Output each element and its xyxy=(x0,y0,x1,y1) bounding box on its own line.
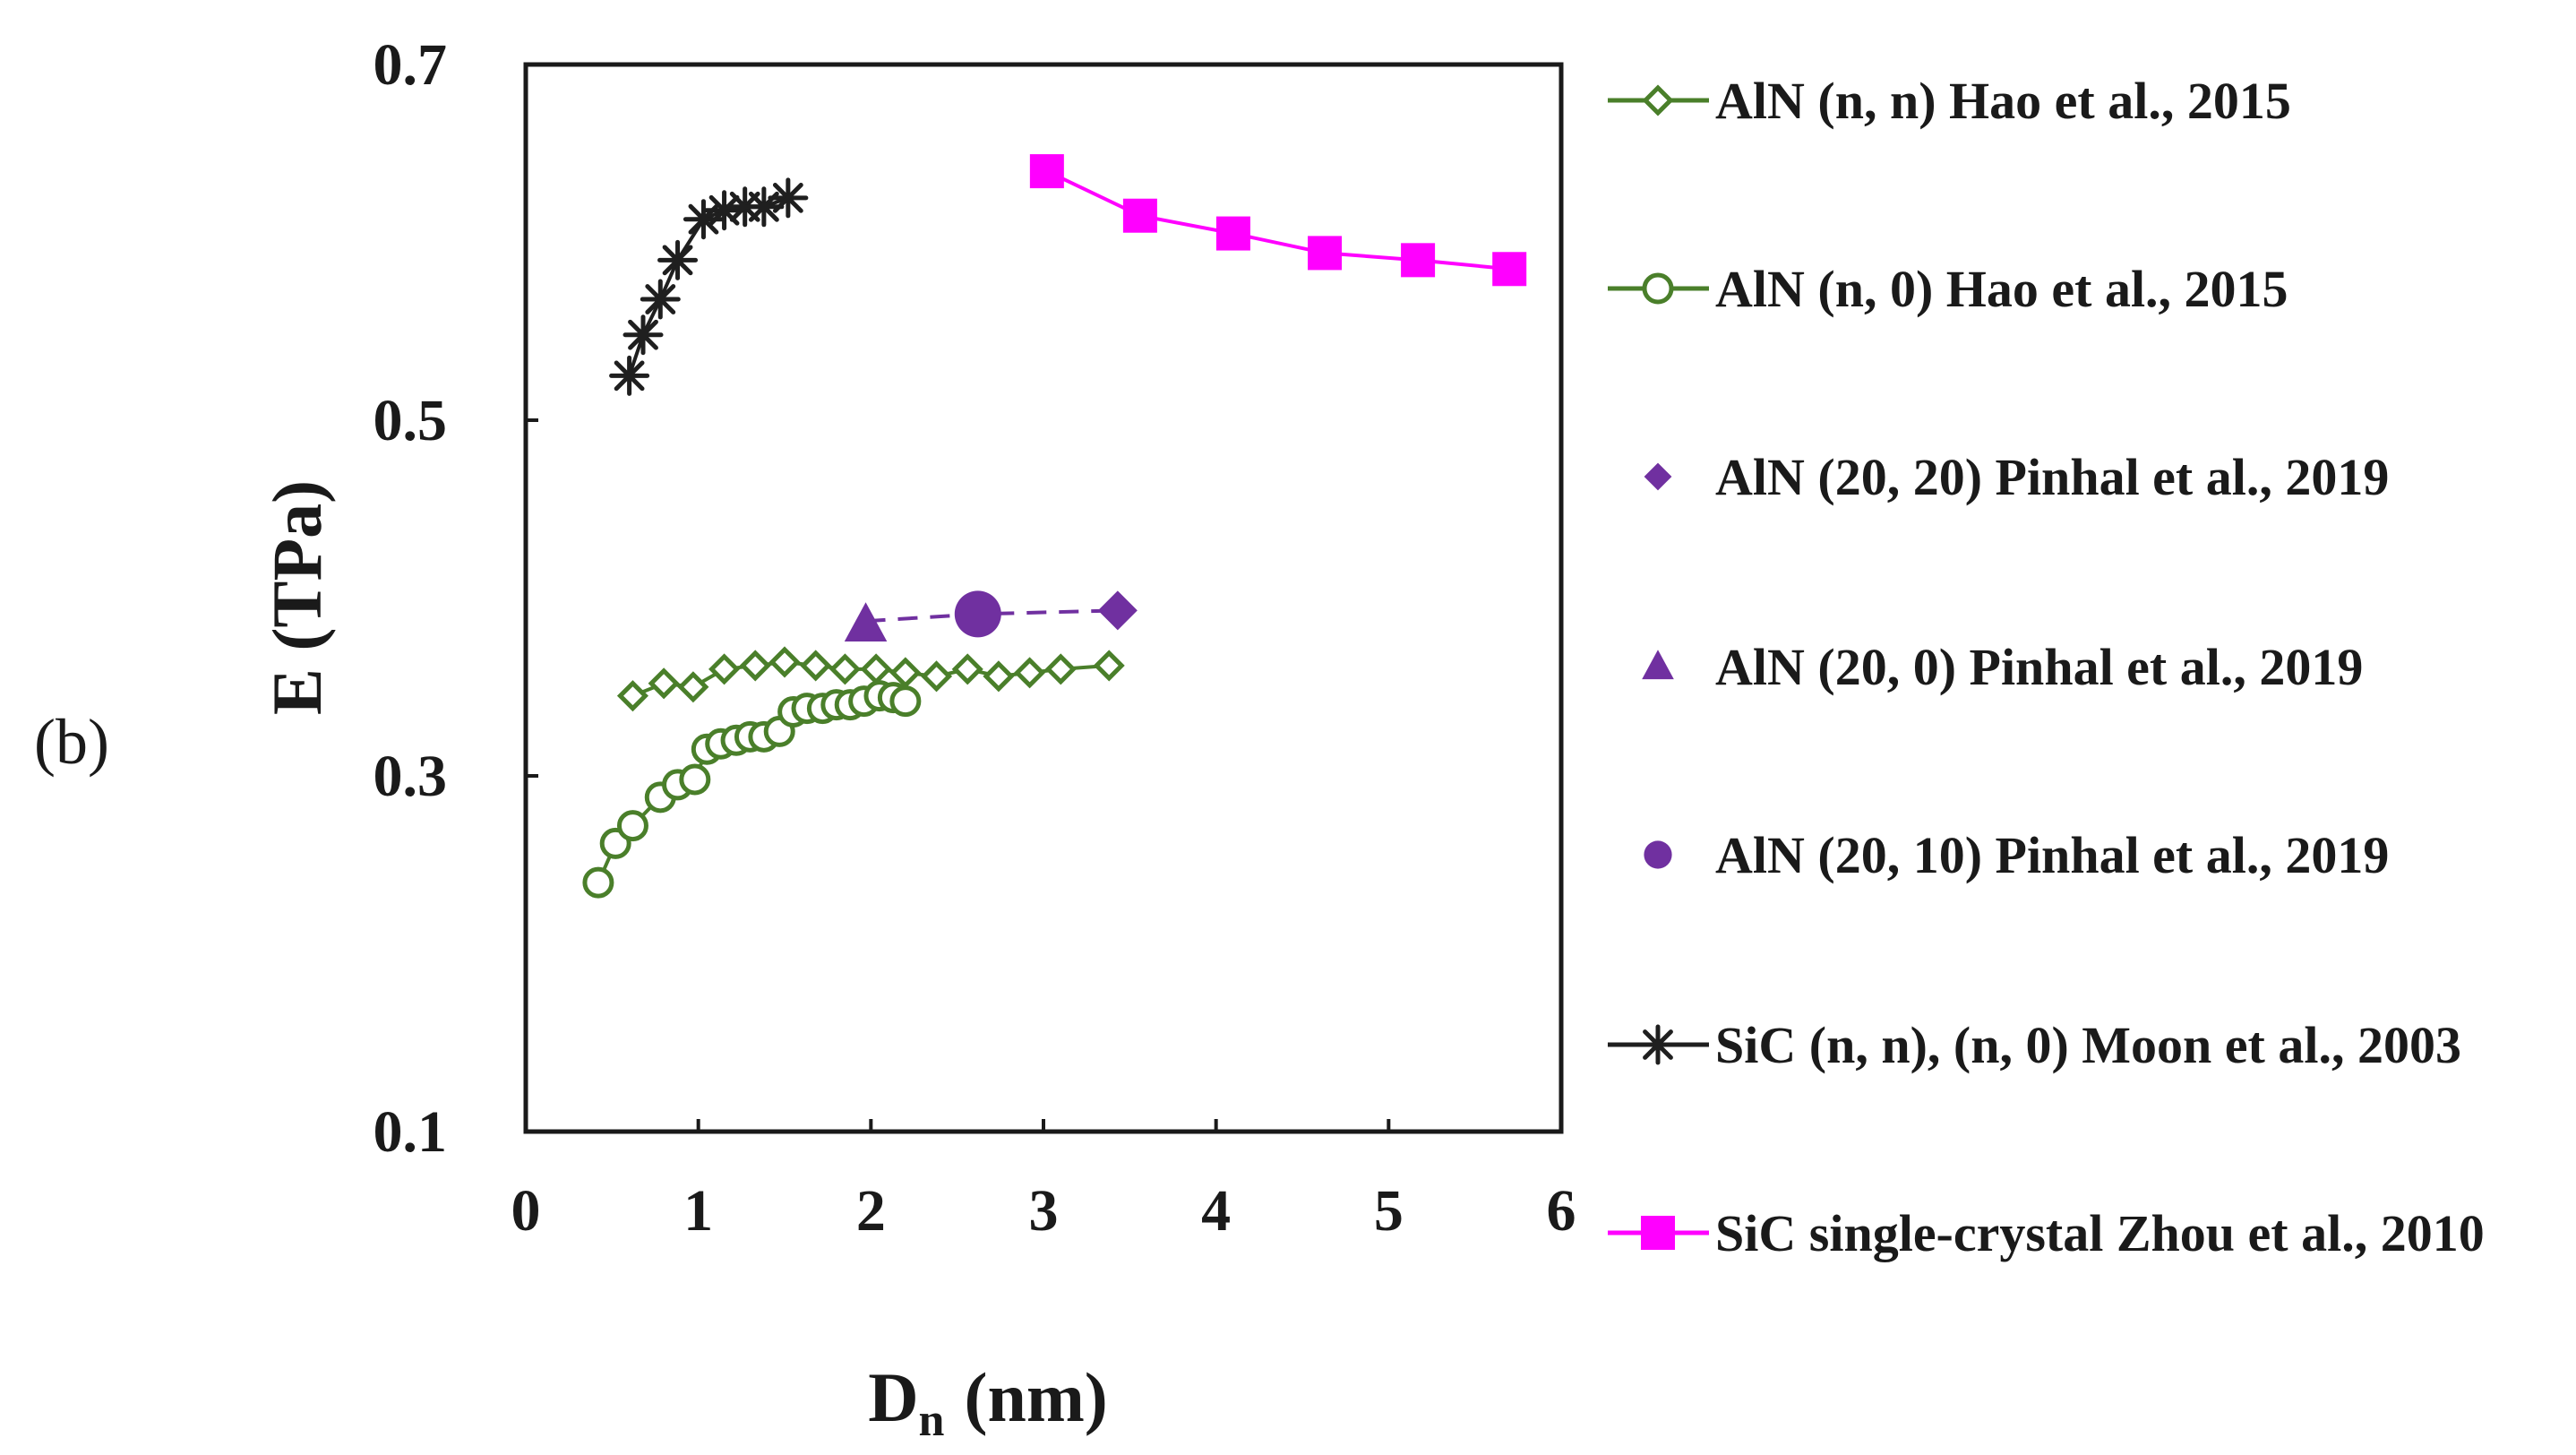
series-5-point-8 xyxy=(768,177,809,219)
series-0-point-11 xyxy=(951,653,983,685)
legend: AlN (n, n) Hao et al., 2015 AlN (n, 0) Ha… xyxy=(1608,72,2485,1262)
y-axis-label: E (TPa) xyxy=(258,480,336,715)
legend-marker-3 xyxy=(1642,650,1674,680)
series-2-point-0 xyxy=(1097,590,1138,631)
x-axis-label-unit: (nm) xyxy=(964,1358,1107,1436)
series-5-point-1 xyxy=(623,314,664,356)
series-6-point-4 xyxy=(1401,243,1436,278)
series-5-point-1-stroke-d2 xyxy=(628,319,658,350)
series-0-point-8 xyxy=(860,653,892,685)
series-5-point-2-stroke-d2 xyxy=(645,284,676,314)
x-tick-label-1: 1 xyxy=(683,1178,713,1244)
series-6-point-1 xyxy=(1122,198,1157,233)
series-4-point-0 xyxy=(954,590,1001,638)
series-5-point-0-stroke-d2 xyxy=(614,360,645,392)
x-axis-label-subscript: n xyxy=(919,1395,945,1446)
series-0-point-5 xyxy=(769,646,801,678)
series-5-point-0 xyxy=(609,355,650,396)
x-tick-label-6: 6 xyxy=(1547,1178,1576,1244)
series-2 xyxy=(1097,590,1138,631)
series-0-point-10 xyxy=(921,660,953,693)
x-tick-label-5: 5 xyxy=(1374,1178,1404,1244)
panel-label: (b) xyxy=(34,706,109,778)
y-tick-label-1: 0.3 xyxy=(374,744,448,809)
legend-item-1: AlN (n, 0) Hao et al., 2015 xyxy=(1608,260,2288,318)
y-tick-label-2: 0.5 xyxy=(374,388,448,453)
series-0 xyxy=(616,646,1125,712)
legend-item-2: AlN (20, 20) Pinhal et al., 2019 xyxy=(1644,448,2389,506)
series-6 xyxy=(1029,154,1527,287)
series-6-line xyxy=(1045,169,1510,271)
x-tick-label-4: 4 xyxy=(1201,1178,1231,1244)
series-0-point-0 xyxy=(616,680,648,712)
series-0-point-3 xyxy=(708,653,741,685)
y-tick-label-3: 0.7 xyxy=(374,32,448,98)
series-0-point-7 xyxy=(829,653,861,685)
series-0-point-15 xyxy=(1093,650,1125,682)
axis-ticks: 0 1 2 3 4 5 6 0.1 0.3 0.5 0.7 xyxy=(374,32,1576,1244)
series-5-point-5-stroke-d2 xyxy=(708,194,740,226)
series-6-point-5 xyxy=(1492,252,1527,287)
legend-label-0: AlN (n, n) Hao et al., 2015 xyxy=(1715,72,2291,130)
legend-item-0: AlN (n, n) Hao et al., 2015 xyxy=(1608,72,2291,130)
plot-area xyxy=(523,62,1564,1134)
x-tick-label-3: 3 xyxy=(1029,1178,1059,1244)
series-5-point-2 xyxy=(640,279,681,320)
series-0-point-1 xyxy=(648,667,680,700)
legend-label-6: SiC single-crystal Zhou et al., 2010 xyxy=(1715,1204,2485,1262)
legend-label-1: AlN (n, 0) Hao et al., 2015 xyxy=(1715,260,2288,318)
data-series xyxy=(582,154,1527,899)
series-6-point-2 xyxy=(1215,216,1250,251)
legend-marker-5-stroke-d2 xyxy=(1643,1029,1673,1060)
legend-item-5: SiC (n, n), (n, 0) Moon et al., 2003 xyxy=(1608,1016,2461,1074)
series-1-point-2 xyxy=(616,810,648,842)
series-1 xyxy=(582,680,922,899)
series-0-point-13 xyxy=(1014,657,1046,689)
x-tick-label-2: 2 xyxy=(856,1178,886,1244)
series-5-point-3-stroke-d2 xyxy=(662,245,693,276)
series-1-point-20 xyxy=(889,685,922,718)
series-0-point-6 xyxy=(800,650,832,682)
series-0-point-14 xyxy=(1044,653,1077,685)
series-0-point-4 xyxy=(739,650,771,682)
legend-item-4: AlN (20, 10) Pinhal et al., 2019 xyxy=(1644,826,2389,884)
legend-marker-2 xyxy=(1644,462,1672,491)
legend-marker-0 xyxy=(1642,84,1674,116)
legend-label-3: AlN (20, 0) Pinhal et al., 2019 xyxy=(1715,638,2363,696)
series-6-point-0 xyxy=(1029,154,1064,189)
legend-item-6: SiC single-crystal Zhou et al., 2010 xyxy=(1608,1204,2485,1262)
legend-marker-6 xyxy=(1641,1216,1675,1250)
series-3 xyxy=(844,602,888,642)
series-5-point-8-stroke-d2 xyxy=(772,182,803,213)
x-axis-label: Dn (nm) xyxy=(868,1358,1108,1446)
series-5-point-3 xyxy=(657,239,699,280)
series-0-point-9 xyxy=(889,657,922,689)
legend-label-2: AlN (20, 20) Pinhal et al., 2019 xyxy=(1715,448,2389,506)
series-0-point-2 xyxy=(677,671,709,703)
y-tick-label-0: 0.1 xyxy=(374,1099,448,1165)
series-1-point-5 xyxy=(679,763,711,796)
series-3-point-0 xyxy=(844,602,888,642)
x-axis-label-main: D xyxy=(868,1358,918,1436)
legend-label-4: AlN (20, 10) Pinhal et al., 2019 xyxy=(1715,826,2389,884)
series-1-point-0 xyxy=(582,866,614,899)
series-6-point-3 xyxy=(1308,236,1343,271)
legend-marker-1 xyxy=(1642,272,1674,305)
series-4 xyxy=(954,590,1001,638)
legend-marker-5 xyxy=(1637,1024,1679,1065)
series-5 xyxy=(609,177,809,396)
legend-label-5: SiC (n, n), (n, 0) Moon et al., 2003 xyxy=(1715,1016,2461,1074)
series-0-point-12 xyxy=(983,660,1015,693)
legend-item-3: AlN (20, 0) Pinhal et al., 2019 xyxy=(1642,638,2363,696)
legend-marker-4 xyxy=(1644,840,1672,869)
x-tick-label-0: 0 xyxy=(511,1178,541,1244)
